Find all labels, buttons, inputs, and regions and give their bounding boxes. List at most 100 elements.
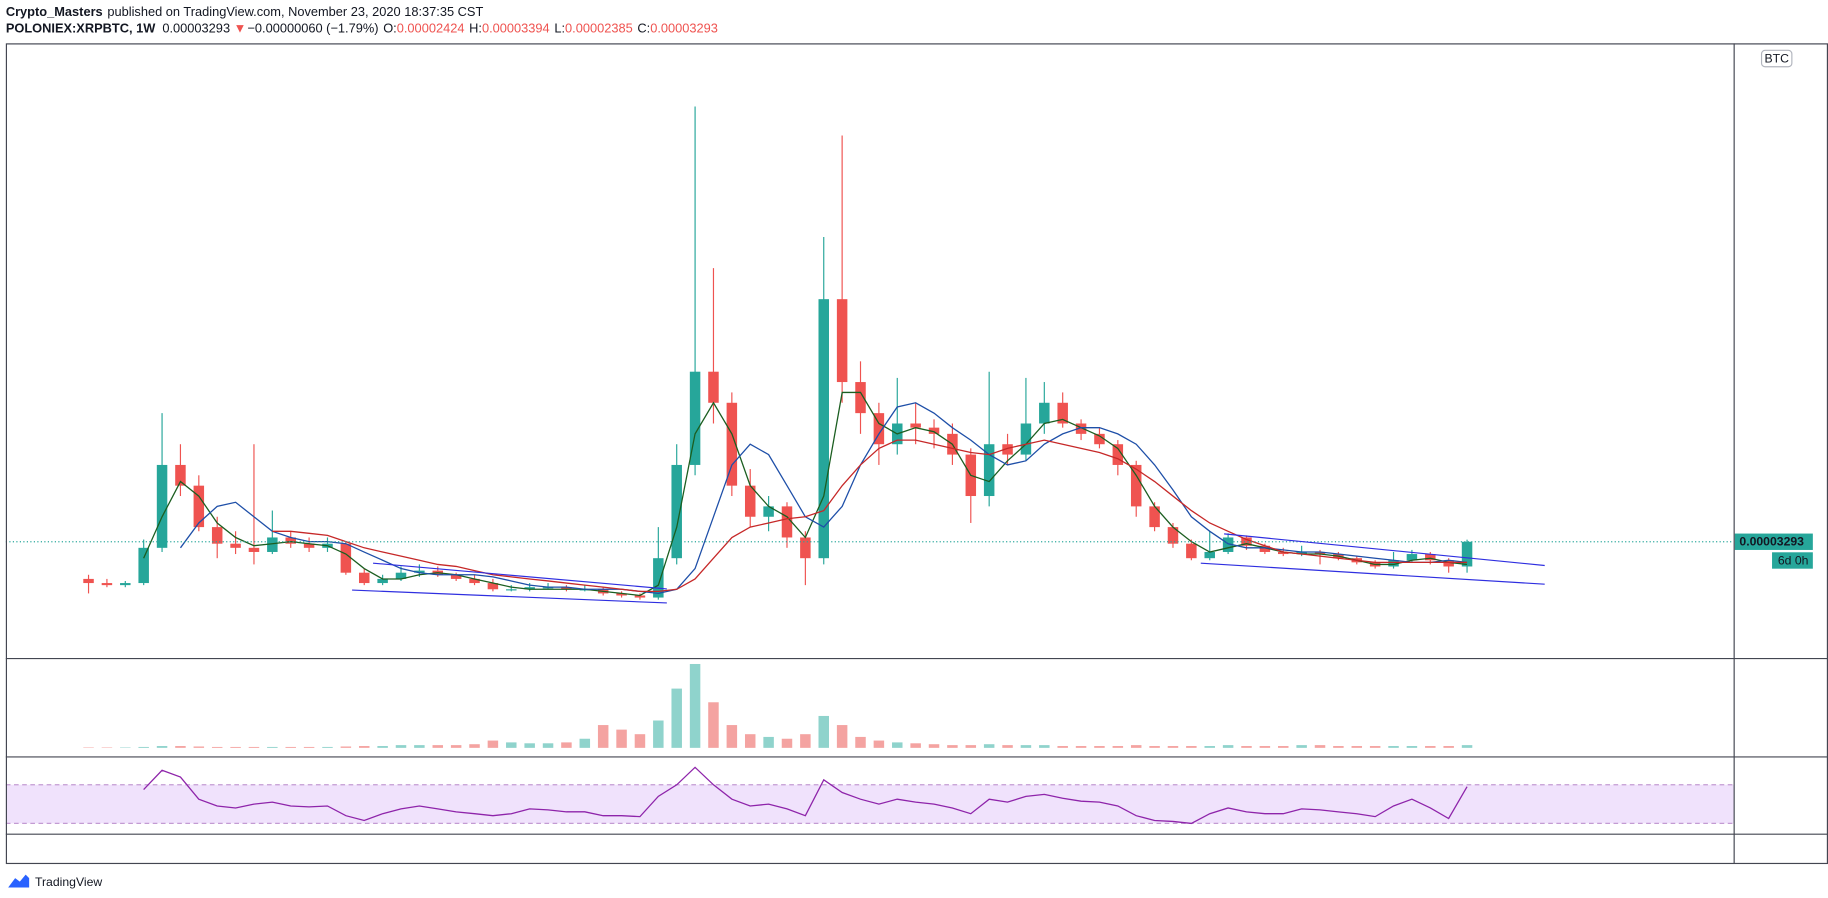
candle-body bbox=[1388, 560, 1399, 567]
candle-body bbox=[377, 578, 388, 584]
candle-body bbox=[653, 558, 664, 598]
volume-bar bbox=[377, 746, 388, 748]
volume-bar bbox=[965, 745, 977, 748]
volume-bar bbox=[303, 746, 315, 748]
volume-bar bbox=[800, 734, 811, 748]
candle-body bbox=[138, 547, 149, 584]
trendline bbox=[373, 562, 667, 590]
volume-bar bbox=[211, 746, 223, 748]
candle-body bbox=[708, 371, 719, 403]
volume-bar bbox=[781, 738, 793, 748]
volume-bar bbox=[1057, 746, 1068, 748]
volume-bar bbox=[763, 736, 774, 748]
volume-bar bbox=[818, 715, 829, 748]
candle-body bbox=[1443, 560, 1454, 567]
candle-body bbox=[487, 583, 499, 590]
volume-bar bbox=[340, 746, 352, 748]
published: published on TradingView.com, November 2… bbox=[107, 4, 483, 19]
axes: 0.00003293 6d 0h bbox=[1734, 533, 1813, 569]
volume-bar bbox=[450, 745, 462, 748]
candle-body bbox=[248, 547, 260, 552]
candle-body bbox=[101, 583, 113, 586]
border bbox=[5, 43, 1828, 865]
logo: TradingView bbox=[8, 874, 102, 889]
volume-bar bbox=[726, 725, 738, 748]
candle-body bbox=[616, 593, 627, 596]
trendline bbox=[1224, 533, 1545, 567]
candle-body bbox=[120, 583, 131, 586]
candle-body bbox=[689, 371, 701, 465]
trendlines bbox=[352, 533, 1545, 604]
volume-bar bbox=[873, 740, 885, 748]
candle-body bbox=[1020, 423, 1032, 455]
volume-bar bbox=[248, 746, 260, 748]
volume-bar bbox=[653, 720, 664, 748]
volume-bar bbox=[1112, 746, 1124, 748]
candle-body bbox=[928, 427, 940, 434]
volume-bar bbox=[358, 746, 370, 748]
candle-body bbox=[524, 587, 535, 590]
open-label: O: bbox=[383, 21, 397, 36]
last-price-box bbox=[1734, 533, 1813, 550]
volume-bar bbox=[910, 743, 921, 748]
candle-body bbox=[744, 485, 756, 517]
volume-bar bbox=[1130, 745, 1142, 748]
volume-bar bbox=[542, 743, 554, 748]
last: 0.00003293 bbox=[162, 21, 230, 36]
volume-bar bbox=[1094, 746, 1105, 748]
volume-bar bbox=[836, 725, 848, 748]
volume-bar bbox=[1222, 745, 1234, 748]
volume-bar bbox=[487, 740, 499, 748]
candle-body bbox=[818, 299, 829, 559]
volume-bar bbox=[1425, 746, 1436, 748]
candle-body bbox=[1130, 464, 1142, 507]
candle-body bbox=[193, 485, 205, 528]
volume-bar bbox=[1278, 746, 1289, 748]
candle-body bbox=[506, 589, 517, 591]
volume-bar bbox=[947, 745, 958, 748]
volume-bar bbox=[1002, 745, 1013, 748]
candle-body bbox=[1112, 444, 1124, 465]
volume-bar bbox=[1259, 746, 1271, 748]
volume-bar bbox=[1039, 745, 1050, 748]
volume-bar bbox=[1406, 746, 1418, 748]
volume-bar bbox=[708, 702, 719, 748]
countdown-box bbox=[1772, 552, 1813, 569]
currency-box bbox=[1760, 49, 1793, 68]
candle-body bbox=[285, 537, 296, 544]
volume-bar bbox=[1075, 746, 1087, 748]
volume-bar bbox=[616, 729, 627, 748]
volume-bar bbox=[138, 746, 149, 748]
volume-bar bbox=[1186, 746, 1197, 748]
candle-body bbox=[1259, 545, 1271, 552]
volume-bar bbox=[671, 688, 682, 748]
volume-bar bbox=[634, 734, 646, 748]
volume-bar bbox=[1020, 745, 1032, 748]
volume-bar bbox=[1369, 746, 1381, 748]
candle-body bbox=[800, 537, 811, 559]
moving-average bbox=[179, 402, 1468, 595]
symbol-line: POLONIEX:XRPBTC, 1W 0.00003293 ▼−0.0000006… bbox=[6, 21, 718, 36]
candle-body bbox=[211, 527, 223, 544]
candle-body bbox=[414, 570, 425, 573]
volume-bar bbox=[1388, 746, 1399, 748]
volume-bar bbox=[432, 745, 444, 748]
change: −0.00000060 (−1.79%) bbox=[247, 21, 378, 36]
open: 0.00002424 bbox=[397, 21, 465, 36]
volume-bar bbox=[928, 744, 940, 748]
candle-body bbox=[983, 444, 995, 497]
candle-body bbox=[836, 299, 848, 383]
volume-bar bbox=[561, 742, 572, 748]
volume-bar bbox=[395, 745, 407, 748]
currency: BTC bbox=[1764, 51, 1789, 65]
candle-body bbox=[469, 578, 480, 584]
countdown: 6d 0h bbox=[1778, 553, 1809, 567]
volume-bar bbox=[892, 742, 903, 748]
volume-bar bbox=[983, 744, 995, 748]
volume-bar bbox=[414, 745, 425, 748]
symbol: POLONIEX:XRPBTC, 1W bbox=[6, 21, 156, 36]
volume-bar bbox=[469, 744, 480, 748]
trendline bbox=[352, 589, 667, 604]
candle-body bbox=[230, 543, 241, 548]
